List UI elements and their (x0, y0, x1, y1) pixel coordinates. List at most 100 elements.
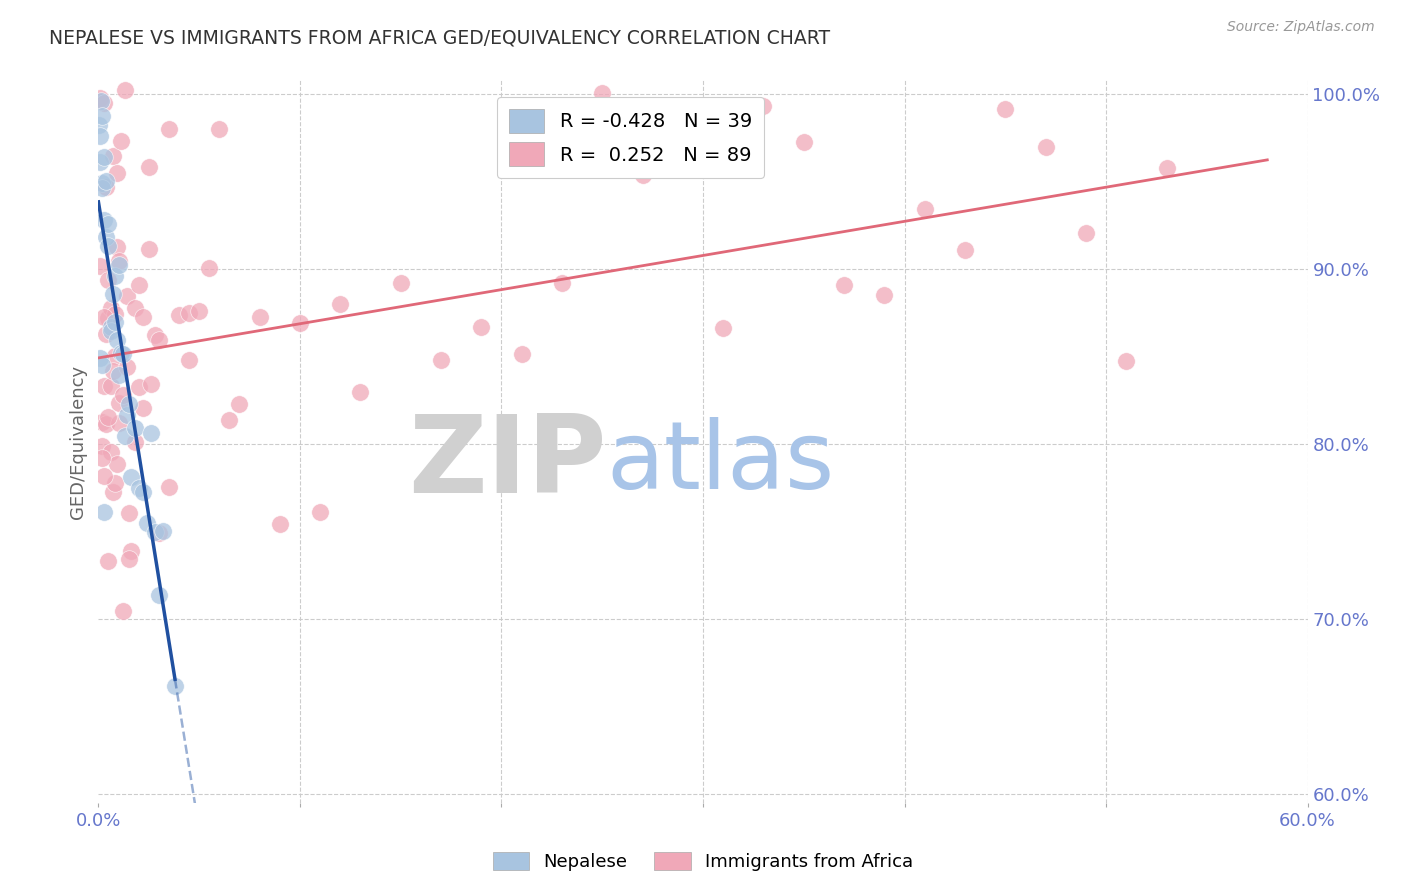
Point (139, 376, 162, 391)
Point (103, 269, 125, 284)
Point (163, 679, 186, 693)
Point (97, 409, 120, 424)
Point (1035, 140, 1057, 154)
Point (91, 181, 114, 195)
Point (90, 94, 112, 108)
Point (111, 347, 134, 361)
Point (349, 385, 371, 400)
Point (198, 260, 221, 275)
Point (288, 316, 311, 330)
Point (107, 416, 129, 430)
Point (551, 276, 574, 290)
Point (103, 315, 125, 329)
Point (97, 217, 120, 231)
Point (93, 212, 115, 227)
Point (100, 445, 122, 459)
Point (97, 554, 120, 568)
Point (148, 588, 170, 602)
Point (91, 450, 114, 465)
Point (103, 349, 125, 363)
Point (107, 258, 129, 272)
Point (118, 397, 141, 411)
Point (89, 351, 111, 365)
Point (128, 380, 150, 394)
Point (124, 421, 146, 435)
Point (953, 243, 976, 257)
Point (118, 552, 141, 566)
Point (93, 379, 115, 393)
Point (89, 154, 111, 169)
Point (309, 505, 332, 519)
Point (107, 395, 129, 409)
Point (752, 98, 775, 112)
Point (124, 434, 146, 449)
Y-axis label: GED/Equivalency: GED/Equivalency (69, 365, 87, 518)
Point (89, 91, 111, 105)
Point (249, 310, 271, 324)
Point (101, 364, 124, 378)
Point (218, 413, 240, 427)
Text: Source: ZipAtlas.com: Source: ZipAtlas.com (1227, 20, 1375, 34)
Point (111, 604, 134, 618)
Point (101, 149, 124, 163)
Point (135, 516, 157, 530)
Point (91, 176, 114, 190)
Point (107, 368, 129, 382)
Legend: Nepalese, Immigrants from Africa: Nepalese, Immigrants from Africa (485, 845, 921, 879)
Point (157, 122, 180, 136)
Point (120, 543, 142, 558)
Point (143, 327, 166, 342)
Text: atlas: atlas (606, 417, 835, 509)
Point (114, 83, 136, 97)
Point (208, 122, 231, 136)
Point (120, 470, 142, 484)
Point (672, 107, 695, 121)
Point (132, 484, 155, 499)
Point (97, 273, 120, 287)
Point (96, 230, 118, 244)
Point (148, 526, 170, 541)
Point (101, 286, 124, 301)
Point (96, 326, 118, 341)
Point (103, 307, 125, 321)
Point (96, 174, 118, 188)
Legend: R = -0.428   N = 39, R =  0.252   N = 89: R = -0.428 N = 39, R = 0.252 N = 89 (498, 97, 763, 178)
Point (1115, 354, 1137, 368)
Point (96, 180, 118, 194)
Point (914, 202, 936, 216)
Point (111, 388, 134, 402)
Point (132, 310, 155, 325)
Point (1156, 161, 1178, 176)
Point (631, 168, 654, 182)
Point (91, 358, 114, 372)
Point (100, 301, 122, 315)
Point (510, 347, 533, 361)
Point (179, 353, 201, 368)
Point (105, 166, 128, 180)
Point (93, 150, 115, 164)
Point (97, 311, 120, 326)
Point (269, 516, 291, 531)
Point (115, 288, 138, 302)
Point (793, 135, 815, 149)
Point (832, 278, 855, 293)
Point (89, 118, 111, 132)
Point (167, 309, 190, 323)
Point (100, 319, 122, 334)
Point (105, 240, 128, 254)
Point (873, 288, 896, 302)
Point (96, 417, 118, 431)
Point (188, 303, 211, 318)
Point (128, 481, 150, 495)
Point (100, 379, 122, 393)
Point (128, 278, 150, 293)
Point (132, 401, 155, 415)
Point (228, 397, 250, 411)
Point (470, 320, 492, 334)
Point (138, 242, 160, 256)
Text: NEPALESE VS IMMIGRANTS FROM AFRICA GED/EQUIVALENCY CORRELATION CHART: NEPALESE VS IMMIGRANTS FROM AFRICA GED/E… (49, 29, 831, 47)
Point (329, 297, 352, 311)
Point (389, 276, 412, 290)
Point (157, 480, 180, 494)
Point (93, 95, 115, 110)
